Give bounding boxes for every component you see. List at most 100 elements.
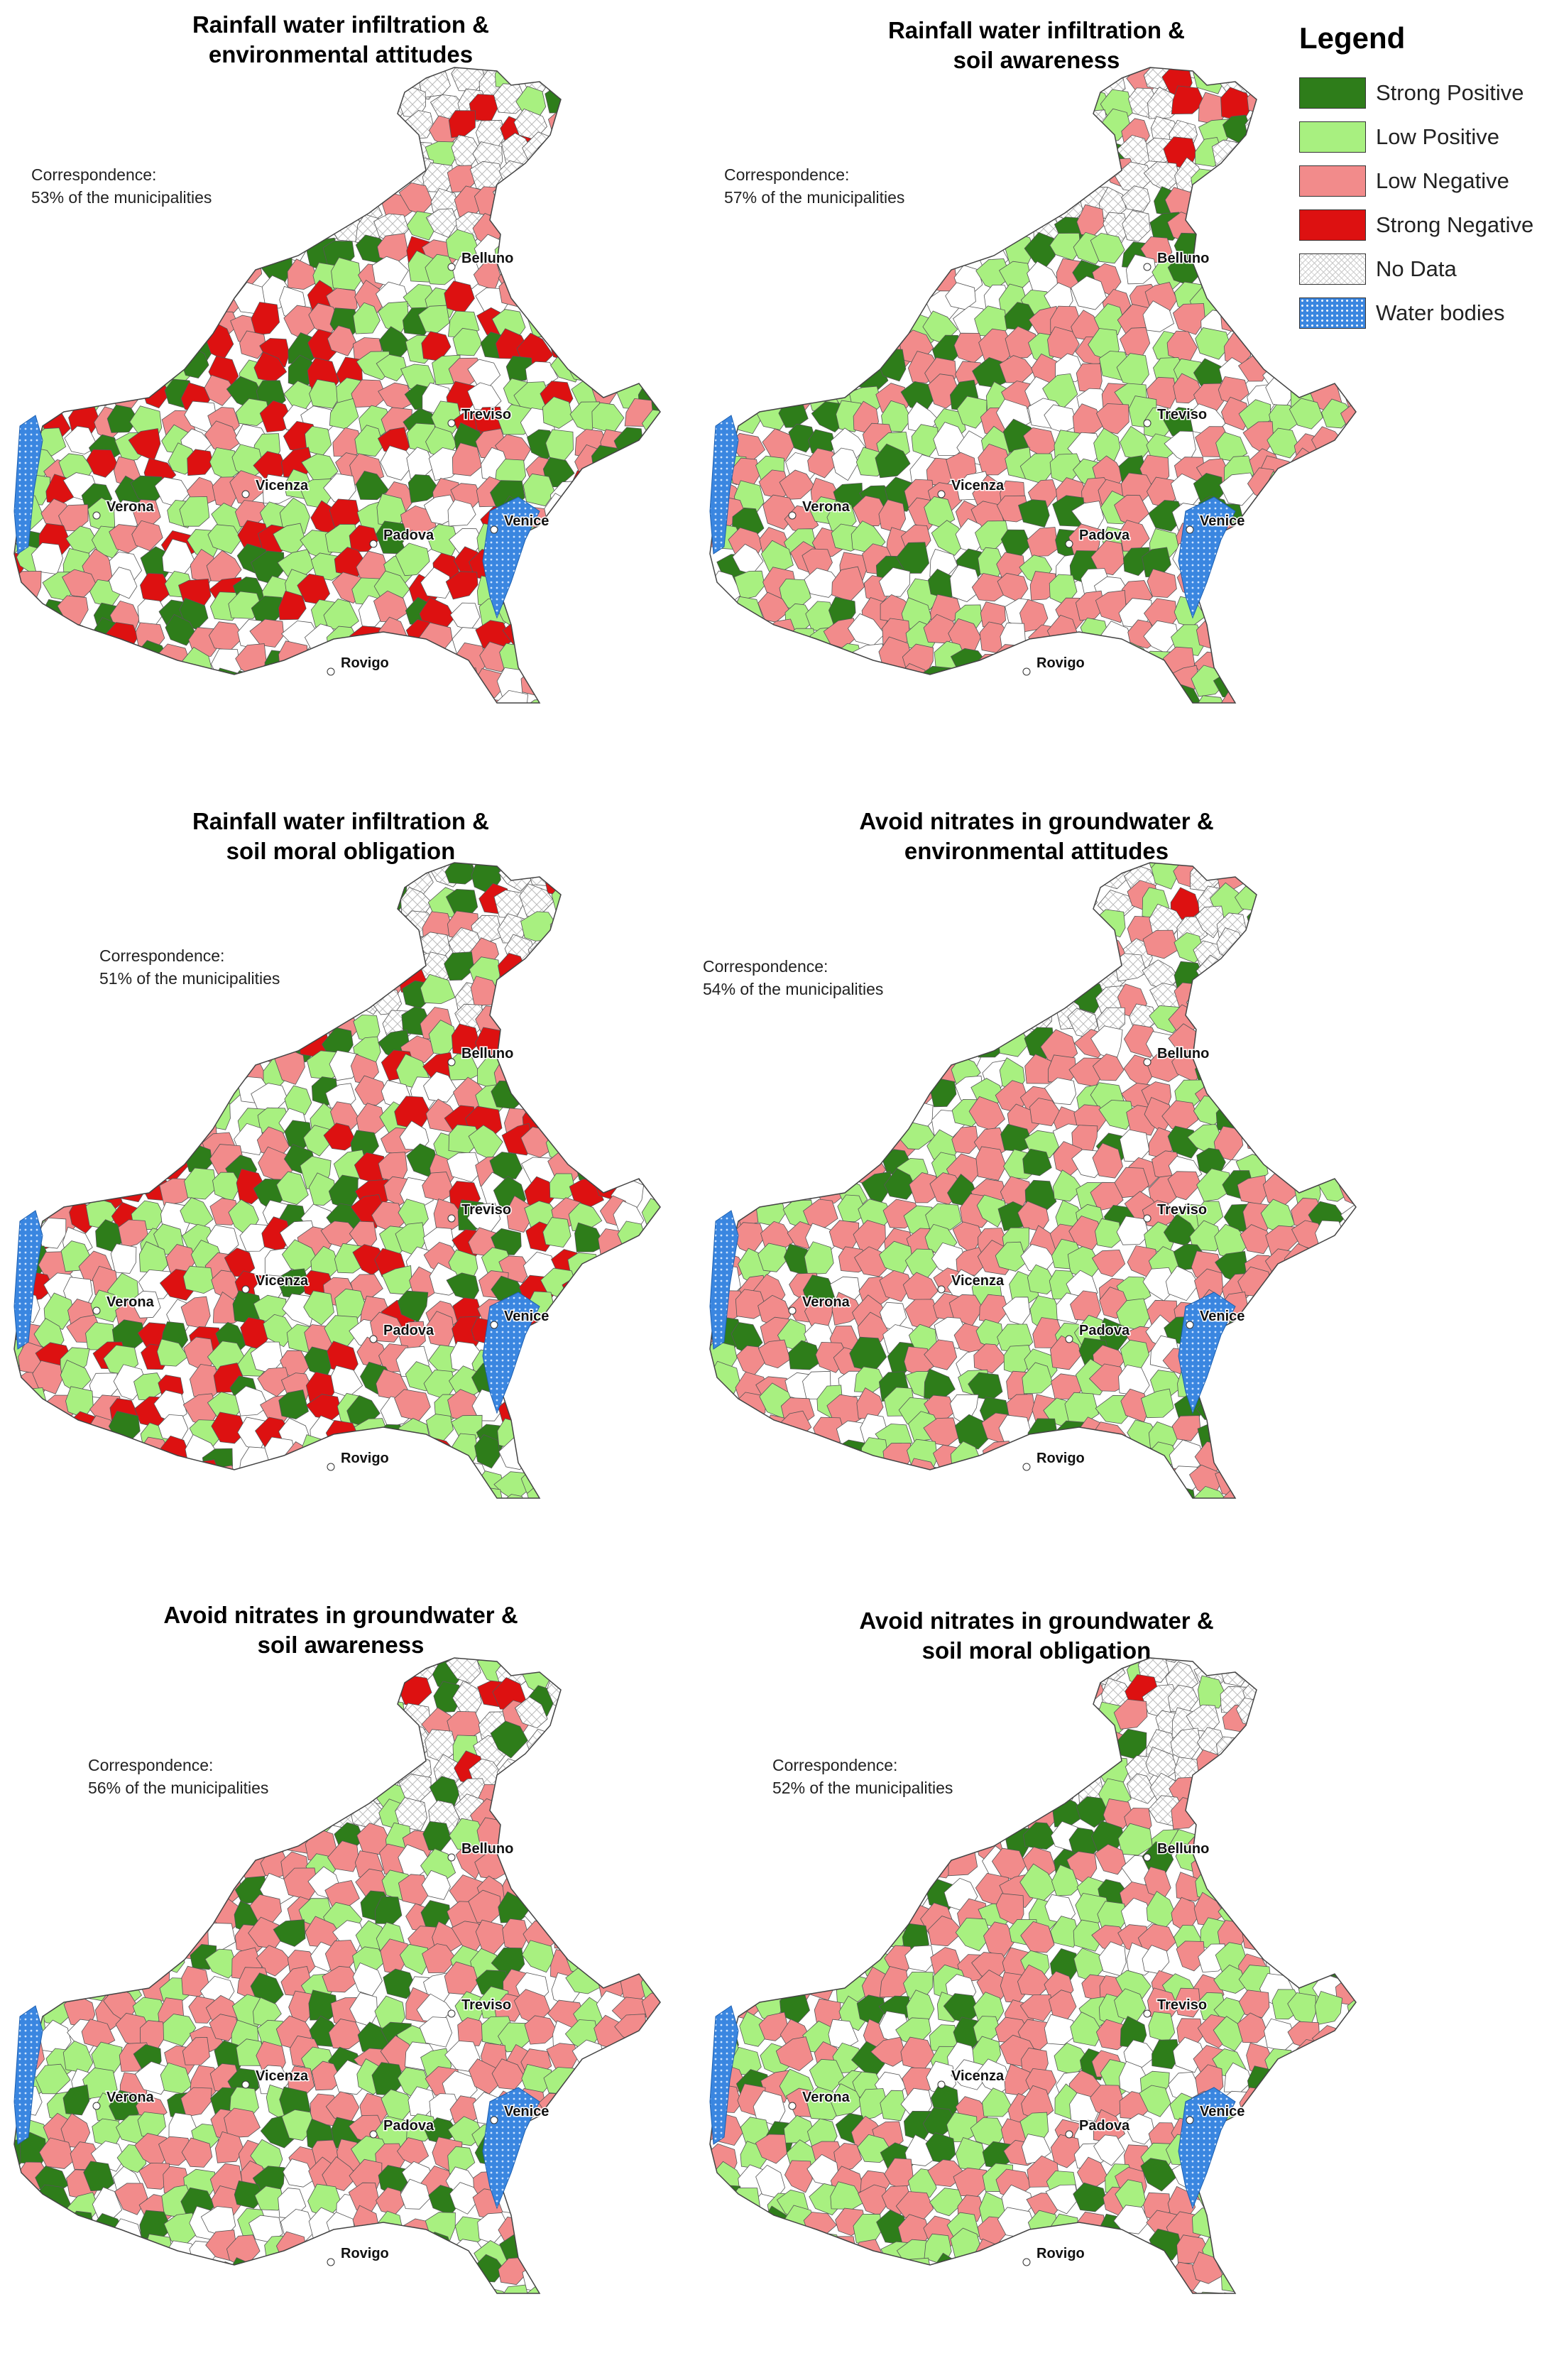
municipality <box>14 1103 47 1137</box>
municipality <box>710 1804 714 1836</box>
municipality <box>902 1754 934 1784</box>
municipality <box>119 863 148 895</box>
municipality <box>1211 139 1248 173</box>
municipality <box>36 143 70 173</box>
municipality <box>812 327 844 361</box>
municipality <box>621 228 656 262</box>
municipality <box>903 959 936 993</box>
municipality <box>108 1658 141 1666</box>
lake-garda <box>709 1210 739 1350</box>
municipality <box>1094 303 1125 336</box>
municipality <box>710 554 713 585</box>
municipality <box>111 228 145 263</box>
municipality <box>779 211 812 245</box>
municipality <box>420 567 452 599</box>
city-label: Padova <box>383 528 434 543</box>
municipality <box>855 1727 890 1755</box>
municipality <box>66 863 99 878</box>
municipality <box>1222 1743 1251 1780</box>
municipality <box>875 265 911 295</box>
municipality <box>140 1005 173 1035</box>
municipality <box>156 1708 192 1741</box>
municipality <box>1046 953 1073 984</box>
municipality <box>329 909 362 939</box>
municipality <box>344 109 382 142</box>
municipality <box>742 1721 776 1751</box>
municipality <box>1121 1489 1154 1498</box>
veneto-map: BellunoTrevisoVicenzaVeronaPadovaVeniceR… <box>709 862 1357 1499</box>
municipality <box>875 135 908 168</box>
municipality <box>637 1774 660 1801</box>
municipality <box>358 1658 386 1683</box>
municipality <box>527 939 559 967</box>
municipality <box>780 1658 814 1661</box>
municipality <box>108 1004 140 1036</box>
municipality <box>587 1658 623 1659</box>
municipality <box>185 1760 221 1789</box>
municipality <box>272 1732 305 1764</box>
municipality <box>1267 67 1295 97</box>
municipality <box>43 1097 80 1132</box>
municipality <box>1289 1850 1320 1882</box>
municipality <box>1244 1398 1275 1429</box>
municipality <box>380 67 413 72</box>
municipality <box>14 287 39 318</box>
municipality <box>620 114 651 150</box>
municipality <box>349 912 383 942</box>
municipality <box>860 306 897 338</box>
municipality <box>1262 1171 1299 1207</box>
municipality <box>1176 1940 1205 1972</box>
municipality <box>1073 863 1109 889</box>
municipality <box>399 646 432 679</box>
municipality <box>807 447 838 479</box>
municipality <box>1267 1658 1296 1662</box>
municipality <box>331 1658 363 1661</box>
municipality <box>931 1658 965 1684</box>
municipality <box>602 2114 635 2144</box>
municipality <box>903 983 937 1011</box>
municipality <box>474 1434 500 1469</box>
municipality <box>31 1072 65 1107</box>
municipality <box>1002 2237 1036 2269</box>
municipality <box>16 322 49 354</box>
municipality <box>1218 962 1253 993</box>
city-dot <box>241 2080 250 2089</box>
municipality <box>884 1167 917 1200</box>
city-label: Venice <box>504 513 549 529</box>
municipality <box>1289 1923 1319 1958</box>
municipality <box>547 2187 578 2222</box>
municipality <box>178 983 212 1017</box>
municipality <box>143 139 173 176</box>
municipality <box>541 2238 576 2273</box>
municipality <box>778 1023 814 1060</box>
municipality <box>14 1466 20 1497</box>
municipality <box>618 1010 654 1044</box>
municipality <box>740 2230 771 2265</box>
municipality <box>787 159 816 192</box>
municipality <box>615 1676 649 1708</box>
municipality <box>1005 2287 1039 2293</box>
municipality <box>522 1348 556 1376</box>
municipality <box>1114 1167 1149 1199</box>
municipality <box>42 643 72 678</box>
municipality <box>308 1172 337 1206</box>
municipality <box>1341 1068 1356 1101</box>
municipality <box>1142 1841 1174 1874</box>
municipality <box>1269 569 1303 601</box>
municipality <box>105 1830 139 1861</box>
municipality <box>1332 1678 1356 1710</box>
municipality <box>1049 1483 1085 1498</box>
municipality <box>117 1035 148 1066</box>
municipality <box>787 1870 820 1902</box>
municipality <box>617 214 652 244</box>
municipality <box>1238 1421 1272 1453</box>
city-dot <box>447 263 456 271</box>
municipality <box>838 300 868 337</box>
municipality <box>1240 1730 1269 1764</box>
municipality <box>710 2212 718 2243</box>
municipality <box>446 1658 480 1661</box>
municipality <box>782 1154 811 1191</box>
municipality <box>762 959 799 988</box>
municipality <box>116 1844 146 1879</box>
municipality <box>1245 1822 1272 1852</box>
